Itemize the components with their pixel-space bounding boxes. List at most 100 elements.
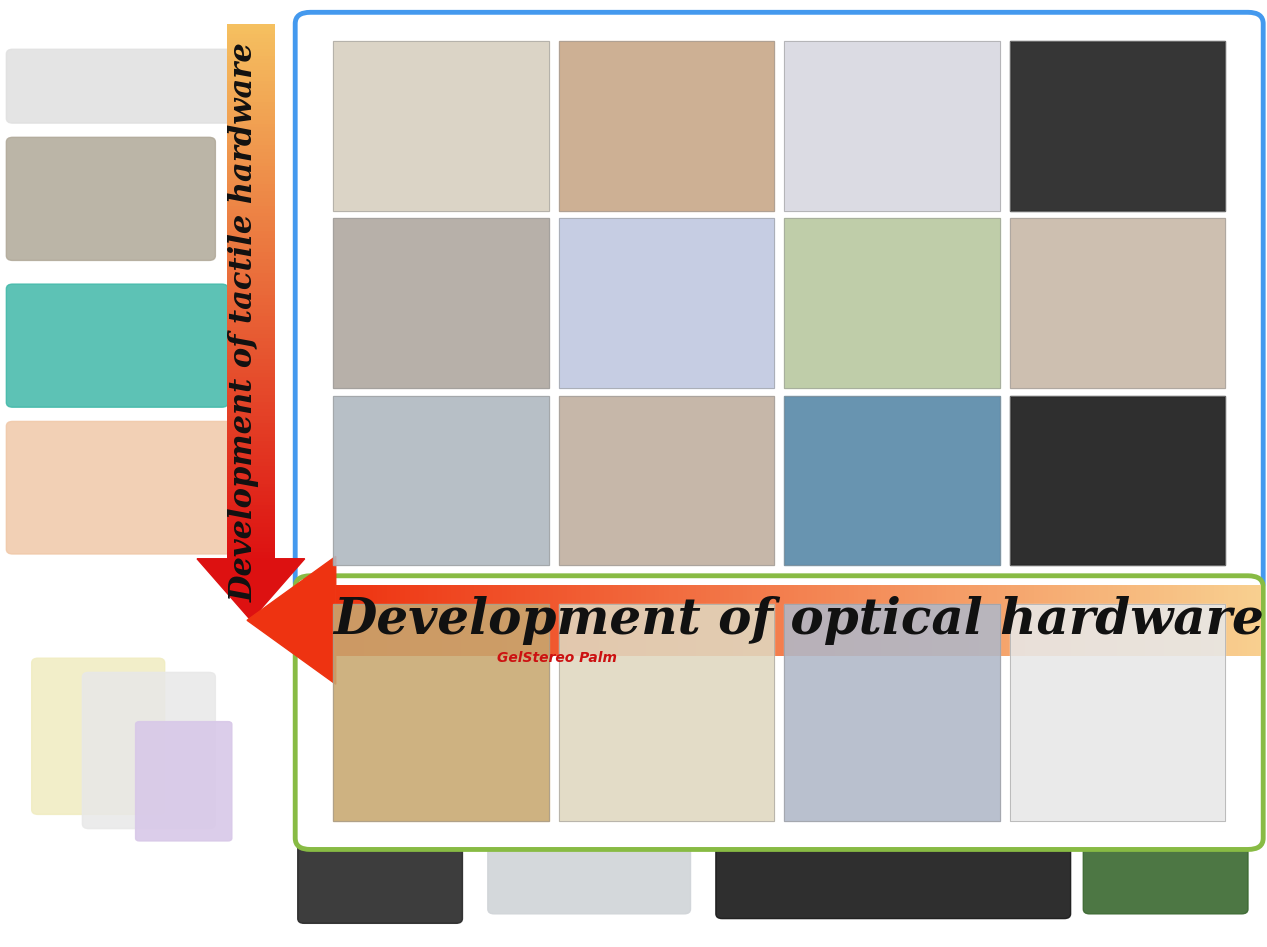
Bar (227, 256, 275, 259)
Bar (530, 584, 535, 655)
Bar (1117, 584, 1123, 655)
Bar (227, 316, 275, 320)
Bar (227, 430, 275, 434)
Bar (395, 584, 400, 655)
Bar (559, 604, 774, 821)
Bar (227, 109, 275, 113)
Bar (1163, 584, 1168, 655)
Bar (227, 163, 275, 167)
Bar (1020, 584, 1025, 655)
Bar (227, 216, 275, 220)
Bar (1159, 584, 1163, 655)
Bar (227, 384, 275, 387)
Bar (765, 584, 770, 655)
Bar (1029, 584, 1034, 655)
Bar (1010, 396, 1225, 565)
Bar (1011, 584, 1016, 655)
Bar (701, 584, 706, 655)
Bar (1010, 41, 1225, 210)
Bar (364, 584, 369, 655)
Bar (227, 512, 275, 516)
Bar (914, 584, 919, 655)
FancyBboxPatch shape (716, 795, 1071, 919)
Bar (227, 34, 275, 38)
Bar (227, 405, 275, 409)
Bar (978, 584, 983, 655)
Bar (659, 584, 664, 655)
Bar (227, 334, 275, 337)
Bar (784, 584, 789, 655)
Bar (227, 238, 275, 241)
Bar (227, 302, 275, 306)
Bar (227, 355, 275, 359)
Bar (1062, 584, 1067, 655)
Bar (1071, 584, 1076, 655)
Bar (1145, 584, 1149, 655)
Bar (227, 327, 275, 331)
Bar (488, 584, 493, 655)
Bar (227, 284, 275, 288)
Bar (227, 420, 275, 423)
Bar (333, 218, 549, 388)
Bar (355, 584, 359, 655)
Bar (227, 27, 275, 31)
Bar (227, 363, 275, 366)
Bar (905, 584, 910, 655)
Bar (227, 537, 275, 541)
Bar (1214, 584, 1219, 655)
Bar (739, 584, 742, 655)
Bar (969, 584, 974, 655)
Bar (992, 584, 997, 655)
Bar (227, 462, 275, 466)
Bar (227, 480, 275, 484)
Bar (474, 584, 479, 655)
Bar (507, 584, 512, 655)
Bar (442, 584, 447, 655)
Bar (955, 584, 960, 655)
Bar (1010, 218, 1225, 388)
Bar (1104, 584, 1109, 655)
Bar (227, 66, 275, 70)
Bar (227, 502, 275, 506)
Bar (946, 584, 950, 655)
FancyBboxPatch shape (6, 137, 215, 260)
Bar (227, 298, 275, 302)
Bar (227, 423, 275, 427)
Bar (950, 584, 955, 655)
Bar (227, 167, 275, 170)
Bar (227, 320, 275, 323)
Bar (372, 584, 378, 655)
Bar (227, 88, 275, 92)
Bar (835, 584, 840, 655)
Bar (1154, 584, 1159, 655)
Bar (715, 584, 720, 655)
Bar (1149, 584, 1154, 655)
Bar (687, 584, 692, 655)
Bar (465, 584, 470, 655)
Bar (227, 95, 275, 98)
Bar (594, 584, 599, 655)
Bar (227, 366, 275, 369)
Bar (900, 584, 905, 655)
Bar (227, 288, 275, 292)
Bar (798, 584, 803, 655)
Bar (227, 159, 275, 163)
Bar (1177, 584, 1182, 655)
Bar (784, 41, 1000, 210)
Bar (433, 584, 437, 655)
Bar (618, 584, 622, 655)
Bar (608, 584, 613, 655)
Bar (227, 427, 275, 430)
Bar (872, 584, 877, 655)
Bar (571, 584, 576, 655)
Bar (227, 188, 275, 191)
Bar (650, 584, 655, 655)
Bar (227, 484, 275, 488)
Bar (910, 584, 914, 655)
Bar (227, 413, 275, 416)
Bar (692, 584, 697, 655)
Bar (549, 584, 554, 655)
Bar (1010, 604, 1225, 821)
Bar (554, 584, 557, 655)
Bar (341, 584, 345, 655)
